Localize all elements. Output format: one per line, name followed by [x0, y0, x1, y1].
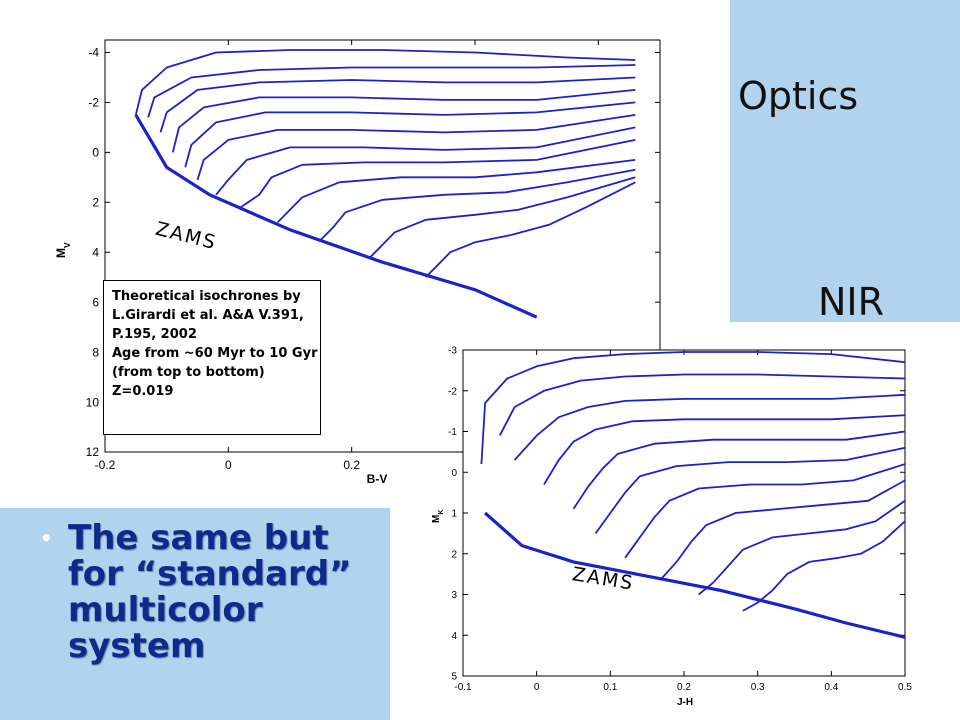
y-tick-label: 0	[451, 468, 457, 479]
x-tick-label: 0.4	[824, 682, 838, 693]
x-tick-label: 0.3	[751, 682, 765, 693]
isochrone-line-10	[742, 520, 905, 612]
y-tick-label: 2	[451, 549, 457, 560]
bullet-dot-icon: •	[40, 526, 53, 550]
isochrone-line-3	[159, 76, 636, 133]
note-line-5: (from top to bottom)	[112, 365, 265, 380]
x-tick-label: -0.1	[454, 682, 472, 693]
isochrone-line-3	[513, 393, 905, 461]
isochrone-line-5	[572, 430, 905, 510]
isochrone-line-6	[594, 446, 905, 534]
note-line-3: P.195, 2002	[112, 327, 197, 342]
isochrone-line-9	[698, 500, 905, 596]
y-tick-label: 0	[92, 146, 99, 160]
isochrone-line-12	[425, 181, 636, 278]
isochrone-line-2	[147, 64, 636, 118]
x-tick-label: 0.1	[603, 682, 617, 693]
x-tick-label: -0.2	[95, 458, 116, 472]
isochrone-line-2	[499, 373, 905, 437]
y-tick-label: 6	[92, 295, 99, 309]
x-tick-label: 0.2	[343, 458, 360, 472]
x-tick-label: 0.2	[677, 682, 691, 693]
x-tick-label: 0	[534, 682, 540, 693]
y-axis-label: MK	[431, 510, 445, 523]
isochrone-line-7	[624, 463, 905, 559]
y-tick-label: 8	[92, 345, 99, 359]
y-tick-label: -3	[448, 346, 457, 357]
note-line-1: Theoretical isochrones by	[112, 289, 301, 304]
isochrone-group	[480, 351, 905, 639]
y-tick-label: 1	[451, 509, 457, 520]
optics-panel	[730, 0, 960, 322]
note-line-2: L.Girardi et al. A&A V.391,	[112, 308, 304, 323]
note-line-6: Z=0.019	[112, 384, 174, 399]
y-tick-label: 2	[92, 196, 99, 210]
plot-frame	[462, 349, 906, 677]
isochrone-line-10	[320, 168, 636, 241]
zams-line	[134, 114, 538, 319]
y-tick-label: 5	[451, 672, 457, 683]
isochrone-line-1	[480, 351, 905, 465]
bullet-item: • The same but for “standard” multicolor…	[40, 520, 380, 664]
isochrone-line-7	[215, 126, 636, 196]
x-tick-label: 0	[225, 458, 232, 472]
isochrone-line-5	[184, 101, 636, 168]
y-tick-label: 4	[92, 245, 99, 259]
isochrone-group	[134, 49, 636, 319]
optics-label: Optics	[738, 74, 859, 118]
isochrone-note-box: Theoretical isochrones by L.Girardi et a…	[103, 280, 321, 435]
y-axis-label: MV	[55, 242, 72, 258]
y-tick-label: 10	[86, 395, 100, 409]
bullet-text: The same but for “standard” multicolor s…	[68, 518, 352, 666]
nir-label: NIR	[818, 280, 885, 324]
y-tick-label: -4	[88, 46, 99, 60]
y-tick-label: -2	[88, 96, 99, 110]
isochrone-line-9	[277, 159, 636, 223]
y-tick-label: -2	[448, 386, 457, 397]
y-tick-label: -1	[448, 427, 457, 438]
x-tick-label: 0.5	[898, 682, 912, 693]
isochrone-line-1	[134, 49, 636, 116]
isochrone-line-8	[240, 139, 636, 209]
isochrone-line-8	[661, 479, 905, 579]
isochrone-line-4	[543, 414, 905, 485]
note-line-4: Age from ~60 Myr to 10 Gyr	[112, 346, 318, 361]
y-tick-label: 4	[451, 631, 457, 642]
nir-cmd-chart: -0.1 0 0.1 0.2 0.3 0.4 0.5 -3 -2 -1 0 1 2 3 4 5 J-H MK	[431, 346, 912, 709]
isochrone-line-4	[171, 89, 636, 153]
bullet-panel	[0, 508, 390, 720]
isochrone-line-11	[369, 176, 636, 258]
y-tick-label: 12	[86, 445, 100, 459]
x-axis-label: B-V	[367, 472, 388, 486]
isochrone-line-6	[196, 114, 636, 181]
x-axis-label: J-H	[677, 697, 693, 708]
y-tick-label: 3	[451, 590, 457, 601]
zams-line	[484, 511, 905, 639]
